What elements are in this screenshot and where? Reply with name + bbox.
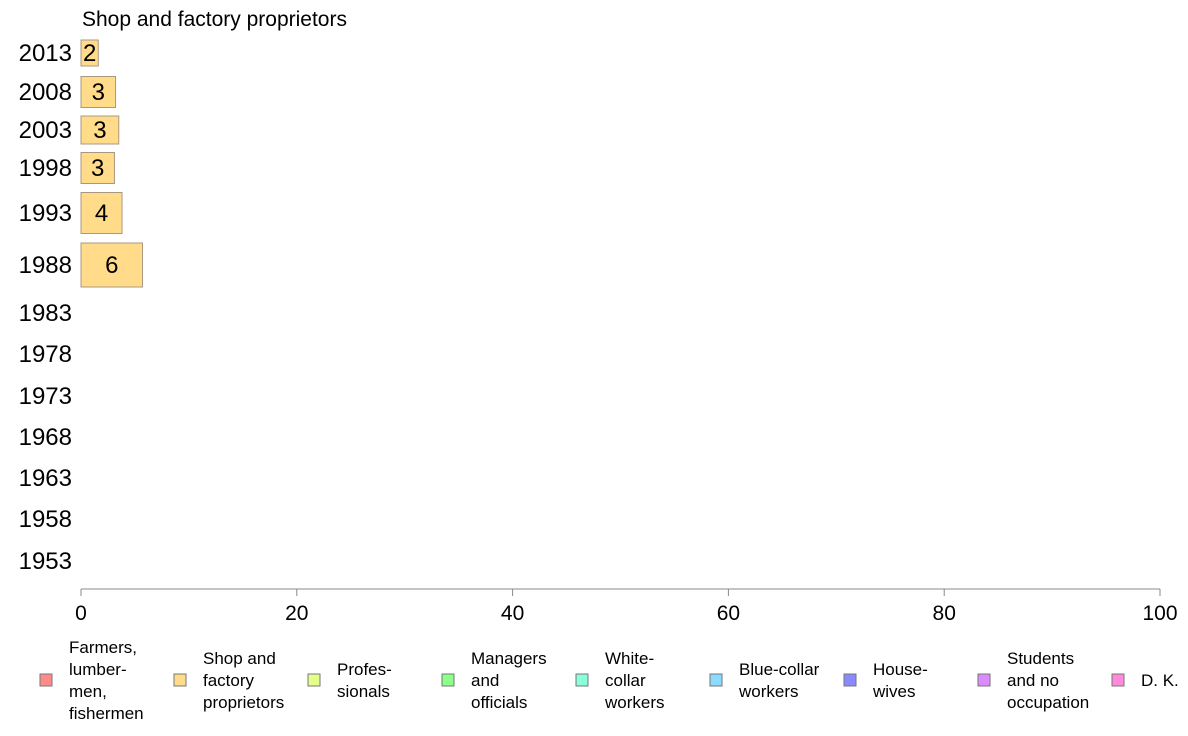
year-label: 2013 xyxy=(19,40,72,67)
year-label: 1968 xyxy=(19,424,72,451)
year-rows: 2013 2 2008 3 2003 3 1998 3 1993 4 1988 6 1983 1978 19… xyxy=(19,39,144,575)
chart-title: Shop and factory proprietors xyxy=(82,8,347,31)
x-tick-label: 40 xyxy=(501,602,524,625)
bar-value-label: 2 xyxy=(83,40,96,67)
year-label: 1983 xyxy=(19,300,72,327)
bar xyxy=(80,39,99,67)
legend-label: Farmers, lumber-men, fishermen xyxy=(69,638,144,723)
legend-swatch xyxy=(575,673,589,687)
bar xyxy=(80,242,144,288)
x-axis: 0 20 40 60 80 100 xyxy=(75,588,1178,625)
legend-label: House-wives xyxy=(872,660,928,701)
x-tick-label: 100 xyxy=(1142,602,1177,625)
legend-label: White-collar workers xyxy=(604,649,665,712)
legend-swatch xyxy=(39,673,53,687)
legend-swatch xyxy=(977,673,991,687)
year-label: 1953 xyxy=(19,548,72,575)
legend-swatch xyxy=(843,673,857,687)
legend-label: Shop and factory proprietors xyxy=(203,649,284,712)
year-label: 1998 xyxy=(19,155,72,182)
bar-value-label: 6 xyxy=(105,252,118,279)
legend-swatch xyxy=(173,673,187,687)
legend-label: Profes-sionals xyxy=(337,660,392,701)
year-label: 2003 xyxy=(19,117,72,144)
year-label: 1963 xyxy=(19,465,72,492)
year-label: 1958 xyxy=(19,506,72,533)
legend-swatch xyxy=(1111,673,1125,687)
year-label: 1993 xyxy=(19,200,72,227)
bar-value-label: 3 xyxy=(93,117,106,144)
legend-label: Managers and officials xyxy=(471,649,547,712)
bar xyxy=(80,76,117,108)
x-tick-label: 80 xyxy=(933,602,956,625)
bar-value-label: 3 xyxy=(91,155,104,182)
legend: Farmers, lumber-men, fishermen Shop and fact… xyxy=(39,638,1179,723)
x-tick-label: 20 xyxy=(285,602,308,625)
legend-label: D. K. xyxy=(1141,671,1179,690)
bar xyxy=(80,152,115,184)
legend-swatch xyxy=(709,673,723,687)
x-tick-label: 0 xyxy=(75,602,87,625)
bar-value-label: 3 xyxy=(92,79,105,106)
year-label: 1988 xyxy=(19,252,72,279)
year-label: 1978 xyxy=(19,341,72,368)
legend-label: Blue-collar workers xyxy=(738,660,820,701)
legend-label: Students and no occupation xyxy=(1007,649,1089,712)
bar xyxy=(80,115,120,145)
legend-swatch xyxy=(441,673,455,687)
bar xyxy=(80,192,123,234)
year-label: 1973 xyxy=(19,383,72,410)
bar-value-label: 4 xyxy=(95,200,108,227)
year-label: 2008 xyxy=(19,79,72,106)
legend-swatch xyxy=(307,673,321,687)
x-tick-label: 60 xyxy=(717,602,740,625)
